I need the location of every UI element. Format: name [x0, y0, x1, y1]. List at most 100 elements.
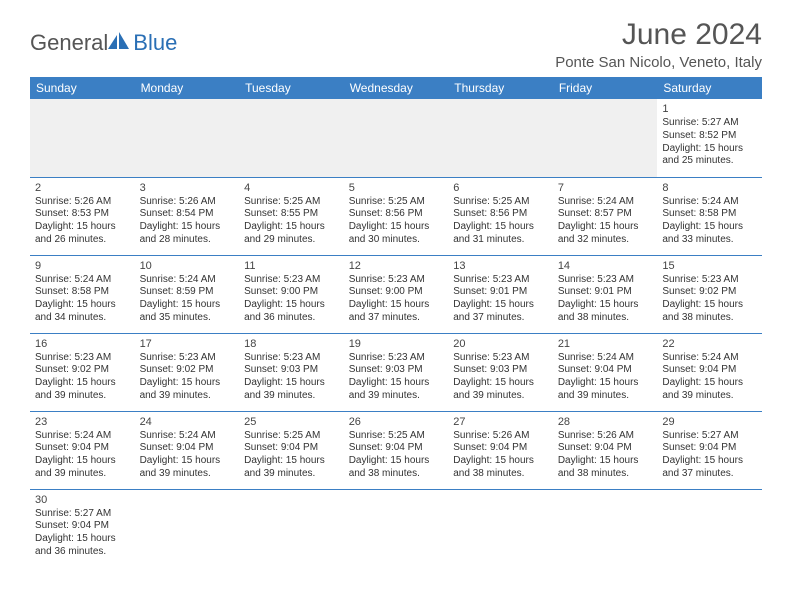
day-number: 23	[35, 415, 130, 429]
sunset-text: Sunset: 9:04 PM	[349, 442, 444, 455]
calendar-day-cell: 14Sunrise: 5:23 AMSunset: 9:01 PMDayligh…	[553, 255, 658, 333]
sunset-text: Sunset: 9:02 PM	[662, 286, 757, 299]
daylight-text: Daylight: 15 hours and 39 minutes.	[140, 377, 235, 403]
sunrise-text: Sunrise: 5:24 AM	[558, 352, 653, 365]
sunrise-text: Sunrise: 5:25 AM	[349, 196, 444, 209]
day-number: 30	[35, 493, 130, 507]
calendar-day-cell: 5Sunrise: 5:25 AMSunset: 8:56 PMDaylight…	[344, 177, 449, 255]
sunset-text: Sunset: 9:04 PM	[558, 442, 653, 455]
calendar-day-cell: 20Sunrise: 5:23 AMSunset: 9:03 PMDayligh…	[448, 333, 553, 411]
weekday-header: Thursday	[448, 77, 553, 99]
daylight-text: Daylight: 15 hours and 39 minutes.	[349, 377, 444, 403]
daylight-text: Daylight: 15 hours and 37 minutes.	[453, 299, 548, 325]
sunset-text: Sunset: 9:00 PM	[349, 286, 444, 299]
sunrise-text: Sunrise: 5:24 AM	[35, 274, 130, 287]
calendar-day-cell: 18Sunrise: 5:23 AMSunset: 9:03 PMDayligh…	[239, 333, 344, 411]
daylight-text: Daylight: 15 hours and 38 minutes.	[349, 455, 444, 481]
sunrise-text: Sunrise: 5:25 AM	[244, 196, 339, 209]
brand-part2: Blue	[133, 30, 177, 56]
sunset-text: Sunset: 9:02 PM	[35, 364, 130, 377]
daylight-text: Daylight: 15 hours and 38 minutes.	[558, 299, 653, 325]
page-header: General Blue June 2024 Ponte San Nicolo,…	[30, 18, 762, 71]
weekday-header: Sunday	[30, 77, 135, 99]
day-number: 16	[35, 337, 130, 351]
sunset-text: Sunset: 9:04 PM	[35, 520, 130, 533]
daylight-text: Daylight: 15 hours and 32 minutes.	[558, 221, 653, 247]
day-number: 2	[35, 181, 130, 195]
sunrise-text: Sunrise: 5:26 AM	[35, 196, 130, 209]
sunset-text: Sunset: 8:56 PM	[349, 208, 444, 221]
daylight-text: Daylight: 15 hours and 39 minutes.	[662, 377, 757, 403]
day-number: 27	[453, 415, 548, 429]
daylight-text: Daylight: 15 hours and 35 minutes.	[140, 299, 235, 325]
calendar-day-cell: 25Sunrise: 5:25 AMSunset: 9:04 PMDayligh…	[239, 411, 344, 489]
sunset-text: Sunset: 9:04 PM	[35, 442, 130, 455]
calendar-table: Sunday Monday Tuesday Wednesday Thursday…	[30, 77, 762, 567]
calendar-day-cell: 3Sunrise: 5:26 AMSunset: 8:54 PMDaylight…	[135, 177, 240, 255]
sunrise-text: Sunrise: 5:23 AM	[244, 352, 339, 365]
day-number: 10	[140, 259, 235, 273]
sunset-text: Sunset: 9:00 PM	[244, 286, 339, 299]
day-number: 26	[349, 415, 444, 429]
sunset-text: Sunset: 9:04 PM	[662, 364, 757, 377]
weekday-header: Saturday	[657, 77, 762, 99]
sunset-text: Sunset: 9:04 PM	[244, 442, 339, 455]
sunrise-text: Sunrise: 5:23 AM	[662, 274, 757, 287]
daylight-text: Daylight: 15 hours and 34 minutes.	[35, 299, 130, 325]
day-number: 4	[244, 181, 339, 195]
sunset-text: Sunset: 9:03 PM	[349, 364, 444, 377]
calendar-day-cell: 15Sunrise: 5:23 AMSunset: 9:02 PMDayligh…	[657, 255, 762, 333]
sunset-text: Sunset: 8:55 PM	[244, 208, 339, 221]
daylight-text: Daylight: 15 hours and 26 minutes.	[35, 221, 130, 247]
sunset-text: Sunset: 9:03 PM	[244, 364, 339, 377]
calendar-day-cell	[135, 99, 240, 177]
calendar-day-cell: 17Sunrise: 5:23 AMSunset: 9:02 PMDayligh…	[135, 333, 240, 411]
day-number: 12	[349, 259, 444, 273]
daylight-text: Daylight: 15 hours and 39 minutes.	[140, 455, 235, 481]
sunset-text: Sunset: 8:58 PM	[662, 208, 757, 221]
calendar-day-cell: 28Sunrise: 5:26 AMSunset: 9:04 PMDayligh…	[553, 411, 658, 489]
weekday-header: Wednesday	[344, 77, 449, 99]
sunset-text: Sunset: 9:04 PM	[453, 442, 548, 455]
sunset-text: Sunset: 9:04 PM	[662, 442, 757, 455]
calendar-day-cell	[239, 489, 344, 567]
daylight-text: Daylight: 15 hours and 28 minutes.	[140, 221, 235, 247]
calendar-day-cell: 24Sunrise: 5:24 AMSunset: 9:04 PMDayligh…	[135, 411, 240, 489]
day-number: 21	[558, 337, 653, 351]
sunrise-text: Sunrise: 5:27 AM	[662, 430, 757, 443]
calendar-body: 1Sunrise: 5:27 AMSunset: 8:52 PMDaylight…	[30, 99, 762, 567]
sunset-text: Sunset: 9:03 PM	[453, 364, 548, 377]
day-number: 6	[453, 181, 548, 195]
calendar-day-cell: 23Sunrise: 5:24 AMSunset: 9:04 PMDayligh…	[30, 411, 135, 489]
calendar-day-cell: 7Sunrise: 5:24 AMSunset: 8:57 PMDaylight…	[553, 177, 658, 255]
daylight-text: Daylight: 15 hours and 39 minutes.	[35, 377, 130, 403]
brand-sail-icon	[108, 32, 130, 55]
sunset-text: Sunset: 8:52 PM	[662, 130, 757, 143]
day-number: 29	[662, 415, 757, 429]
calendar-day-cell: 2Sunrise: 5:26 AMSunset: 8:53 PMDaylight…	[30, 177, 135, 255]
sunrise-text: Sunrise: 5:23 AM	[453, 352, 548, 365]
calendar-day-cell: 16Sunrise: 5:23 AMSunset: 9:02 PMDayligh…	[30, 333, 135, 411]
sunrise-text: Sunrise: 5:24 AM	[140, 430, 235, 443]
daylight-text: Daylight: 15 hours and 39 minutes.	[244, 377, 339, 403]
daylight-text: Daylight: 15 hours and 36 minutes.	[244, 299, 339, 325]
sunrise-text: Sunrise: 5:26 AM	[558, 430, 653, 443]
day-number: 20	[453, 337, 548, 351]
sunrise-text: Sunrise: 5:24 AM	[662, 196, 757, 209]
calendar-day-cell: 10Sunrise: 5:24 AMSunset: 8:59 PMDayligh…	[135, 255, 240, 333]
day-number: 15	[662, 259, 757, 273]
daylight-text: Daylight: 15 hours and 36 minutes.	[35, 533, 130, 559]
daylight-text: Daylight: 15 hours and 29 minutes.	[244, 221, 339, 247]
day-number: 3	[140, 181, 235, 195]
calendar-day-cell	[239, 99, 344, 177]
weekday-header: Monday	[135, 77, 240, 99]
daylight-text: Daylight: 15 hours and 38 minutes.	[662, 299, 757, 325]
sunset-text: Sunset: 8:58 PM	[35, 286, 130, 299]
sunset-text: Sunset: 8:59 PM	[140, 286, 235, 299]
calendar-day-cell: 1Sunrise: 5:27 AMSunset: 8:52 PMDaylight…	[657, 99, 762, 177]
calendar-day-cell: 22Sunrise: 5:24 AMSunset: 9:04 PMDayligh…	[657, 333, 762, 411]
sunrise-text: Sunrise: 5:25 AM	[244, 430, 339, 443]
calendar-day-cell: 13Sunrise: 5:23 AMSunset: 9:01 PMDayligh…	[448, 255, 553, 333]
day-number: 18	[244, 337, 339, 351]
sunrise-text: Sunrise: 5:27 AM	[662, 117, 757, 130]
